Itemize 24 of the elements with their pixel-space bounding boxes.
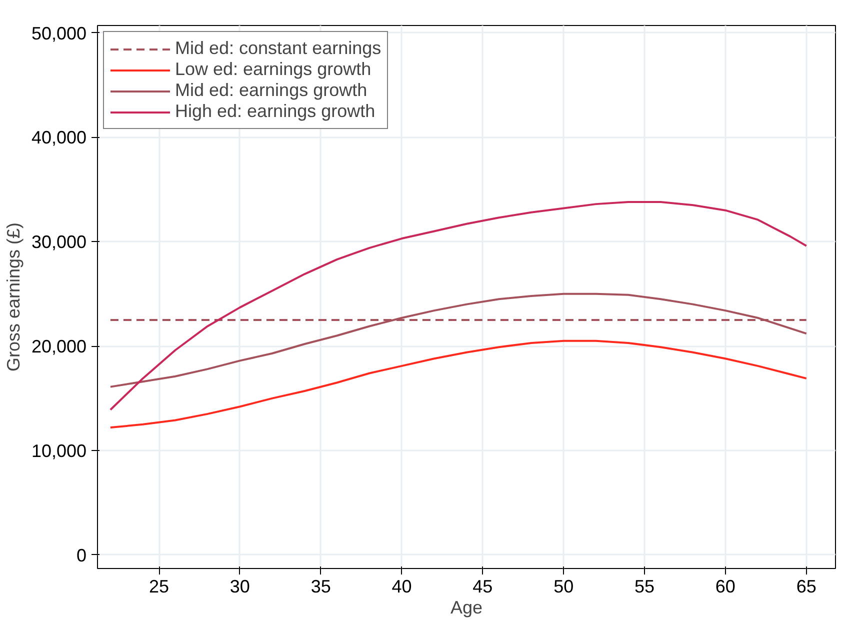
x-tick-label: 25	[148, 576, 170, 596]
y-tick-label: 10,000	[31, 441, 87, 461]
x-tick-label: 40	[392, 576, 412, 596]
legend-label: Low ed: earnings growth	[175, 59, 372, 80]
x-tick-label: 60	[715, 576, 736, 596]
line-series	[109, 340, 808, 429]
legend-label: Mid ed: earnings growth	[175, 80, 368, 101]
y-tick-label: 0	[76, 545, 87, 566]
y-tick-label: 50,000	[31, 23, 87, 44]
x-axis-title: Age	[450, 598, 483, 618]
x-tick-label: 50	[554, 576, 574, 596]
legend-label: High ed: earnings growth	[175, 101, 376, 122]
x-tick-label: 45	[472, 576, 493, 596]
legend-label: Mid ed: constant earnings	[175, 38, 382, 59]
x-tick-label: 30	[230, 576, 250, 596]
y-tick-label: 20,000	[31, 336, 87, 357]
y-axis-title: Gross earnings (£)	[3, 222, 24, 372]
x-tick-label: 35	[310, 576, 331, 596]
line-series	[109, 292, 808, 388]
x-tick-label: 55	[634, 576, 655, 596]
x-tick-label: 65	[796, 576, 816, 596]
y-tick-label: 30,000	[31, 232, 87, 252]
line-series	[109, 200, 808, 411]
y-tick-label: 40,000	[31, 128, 87, 148]
